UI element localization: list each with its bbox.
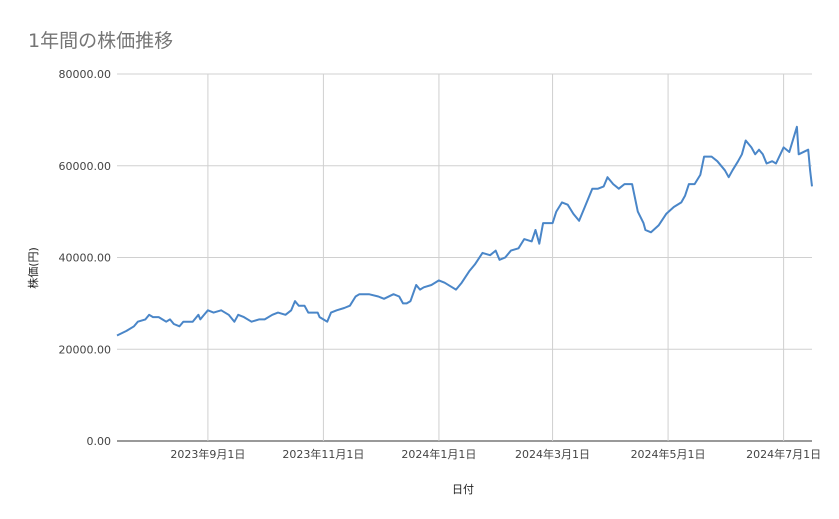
y-tick-label: 40000.00 <box>59 252 112 265</box>
y-tick-label: 80000.00 <box>59 68 112 81</box>
x-tick-label: 2024年5月1日 <box>631 447 706 461</box>
x-tick-label: 2023年9月1日 <box>170 447 245 461</box>
y-tick-label: 20000.00 <box>59 343 112 356</box>
y-tick-label: 60000.00 <box>59 160 112 173</box>
x-axis-label: 日付 <box>452 483 474 496</box>
x-tick-label: 2023年11月1日 <box>282 447 364 461</box>
chart-title: 1年間の株価推移 <box>28 30 174 52</box>
gridlines <box>117 73 812 442</box>
y-tick-labels: 0.00 20000.00 40000.00 60000.00 80000.00 <box>59 68 112 448</box>
x-tick-label: 2024年1月1日 <box>401 447 476 461</box>
x-tick-label: 2024年7月1日 <box>746 447 821 461</box>
y-tick-label: 0.00 <box>87 435 112 448</box>
x-tick-label: 2024年3月1日 <box>515 447 590 461</box>
series-group <box>116 125 813 337</box>
series-line <box>116 125 813 337</box>
x-tick-labels: 2023年9月1日 2023年11月1日 2024年1月1日 2024年3月1日 202… <box>170 447 821 461</box>
